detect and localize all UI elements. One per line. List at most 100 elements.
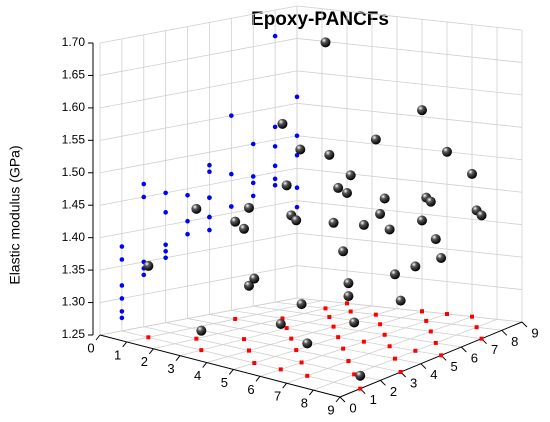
z-tick-label: 1.35 <box>62 262 86 276</box>
data-sphere <box>243 280 254 291</box>
data-sphere <box>295 144 306 155</box>
grid-line <box>296 232 523 258</box>
wall-projection <box>163 255 168 261</box>
floor-projection <box>445 312 449 316</box>
wall-projection <box>294 94 300 100</box>
wall-projection <box>141 194 147 200</box>
floor-projection <box>470 314 474 319</box>
grid-line <box>126 300 323 343</box>
y-tick-label: 0 <box>349 400 356 415</box>
wall-projection <box>250 180 256 186</box>
x-axis <box>99 334 341 398</box>
data-sphere <box>389 269 400 280</box>
data-sphere <box>395 295 406 306</box>
x-tick <box>335 396 341 403</box>
data-sphere <box>417 105 427 116</box>
wall-projection <box>207 227 212 233</box>
floor-projection <box>146 335 151 340</box>
wall-projection <box>294 133 300 139</box>
floor-projection <box>428 329 433 334</box>
wall-projection <box>272 176 278 182</box>
grid-line <box>296 167 523 193</box>
wall-projection <box>207 169 212 174</box>
x-tick-label: 2 <box>141 354 148 369</box>
data-sphere <box>384 224 395 235</box>
data-sphere <box>230 216 241 227</box>
grid-line <box>99 70 298 109</box>
wall-projection <box>250 141 256 147</box>
floor-projection <box>341 346 346 351</box>
x-tick-label: 9 <box>327 402 334 417</box>
data-sphere <box>143 260 154 271</box>
x-tick-label: 6 <box>247 382 254 397</box>
floor-projection <box>352 372 357 377</box>
data-sphere <box>333 182 344 193</box>
z-axis-label: Elastic modulus (GPa) <box>7 145 23 284</box>
grid-line <box>206 308 398 363</box>
y-tick-label: 1 <box>370 392 377 407</box>
wall-projection <box>207 162 212 168</box>
wall-projection <box>119 283 125 288</box>
wall-projection <box>185 218 190 224</box>
floor-projection <box>278 367 283 372</box>
grid-line <box>296 70 523 96</box>
grid-line <box>296 102 523 128</box>
y-tick-label: 2 <box>390 384 397 399</box>
grid-line <box>99 297 298 336</box>
z-tick-label: 1.65 <box>62 68 86 82</box>
floor-projection <box>358 386 363 391</box>
grid-line <box>275 301 502 331</box>
data-sphere <box>370 134 381 145</box>
z-tick-label: 1.40 <box>62 230 86 244</box>
data-sphere <box>239 223 249 234</box>
grid-line <box>153 302 348 350</box>
chart-title: Epoxy-PANCFs <box>251 9 389 30</box>
wall-projection <box>119 309 125 314</box>
data-sphere <box>436 253 447 263</box>
y-tick-label: 5 <box>450 359 457 374</box>
wall-projection <box>207 195 212 200</box>
data-sphere <box>191 203 202 214</box>
data-sphere <box>349 317 360 328</box>
data-sphere <box>324 149 335 160</box>
wall-projection <box>294 185 300 190</box>
grid-line <box>259 313 448 377</box>
data-sphere <box>296 299 307 310</box>
floor-projection <box>246 348 251 353</box>
wall-projection <box>272 33 278 39</box>
wall-projection <box>272 124 278 130</box>
data-sphere <box>302 338 313 349</box>
data-sphere <box>379 193 390 204</box>
floor-projection <box>420 309 424 314</box>
wall-projection <box>119 315 125 321</box>
grid-line <box>99 5 298 44</box>
z-tick-label: 1.55 <box>62 133 86 147</box>
y-tick <box>420 363 427 370</box>
grid-line <box>296 297 523 323</box>
wall-projection <box>229 204 234 209</box>
floor-projection <box>346 359 351 364</box>
y-tick <box>380 379 386 386</box>
floor-projection <box>398 370 403 374</box>
floor-projection <box>284 326 289 331</box>
floor-projection <box>331 324 336 329</box>
floor-projection <box>345 301 349 306</box>
floor-projection <box>392 356 397 361</box>
data-sphere <box>243 202 254 213</box>
x-tick <box>202 362 208 368</box>
y-tick <box>460 346 467 353</box>
grid-line <box>179 305 373 357</box>
data-sphere <box>375 208 386 219</box>
wall-projection <box>294 204 300 210</box>
grid-line <box>286 316 473 384</box>
x-tick-label: 5 <box>221 375 228 390</box>
grid-line <box>313 318 498 391</box>
wall-projection <box>272 144 278 149</box>
grid-line <box>99 167 298 206</box>
floor-projection <box>289 336 294 341</box>
wall-projection <box>163 242 168 248</box>
grid-line <box>253 305 482 340</box>
wall-projection <box>141 272 147 278</box>
y-tick-label: 7 <box>491 342 498 357</box>
x-tick <box>95 334 101 341</box>
